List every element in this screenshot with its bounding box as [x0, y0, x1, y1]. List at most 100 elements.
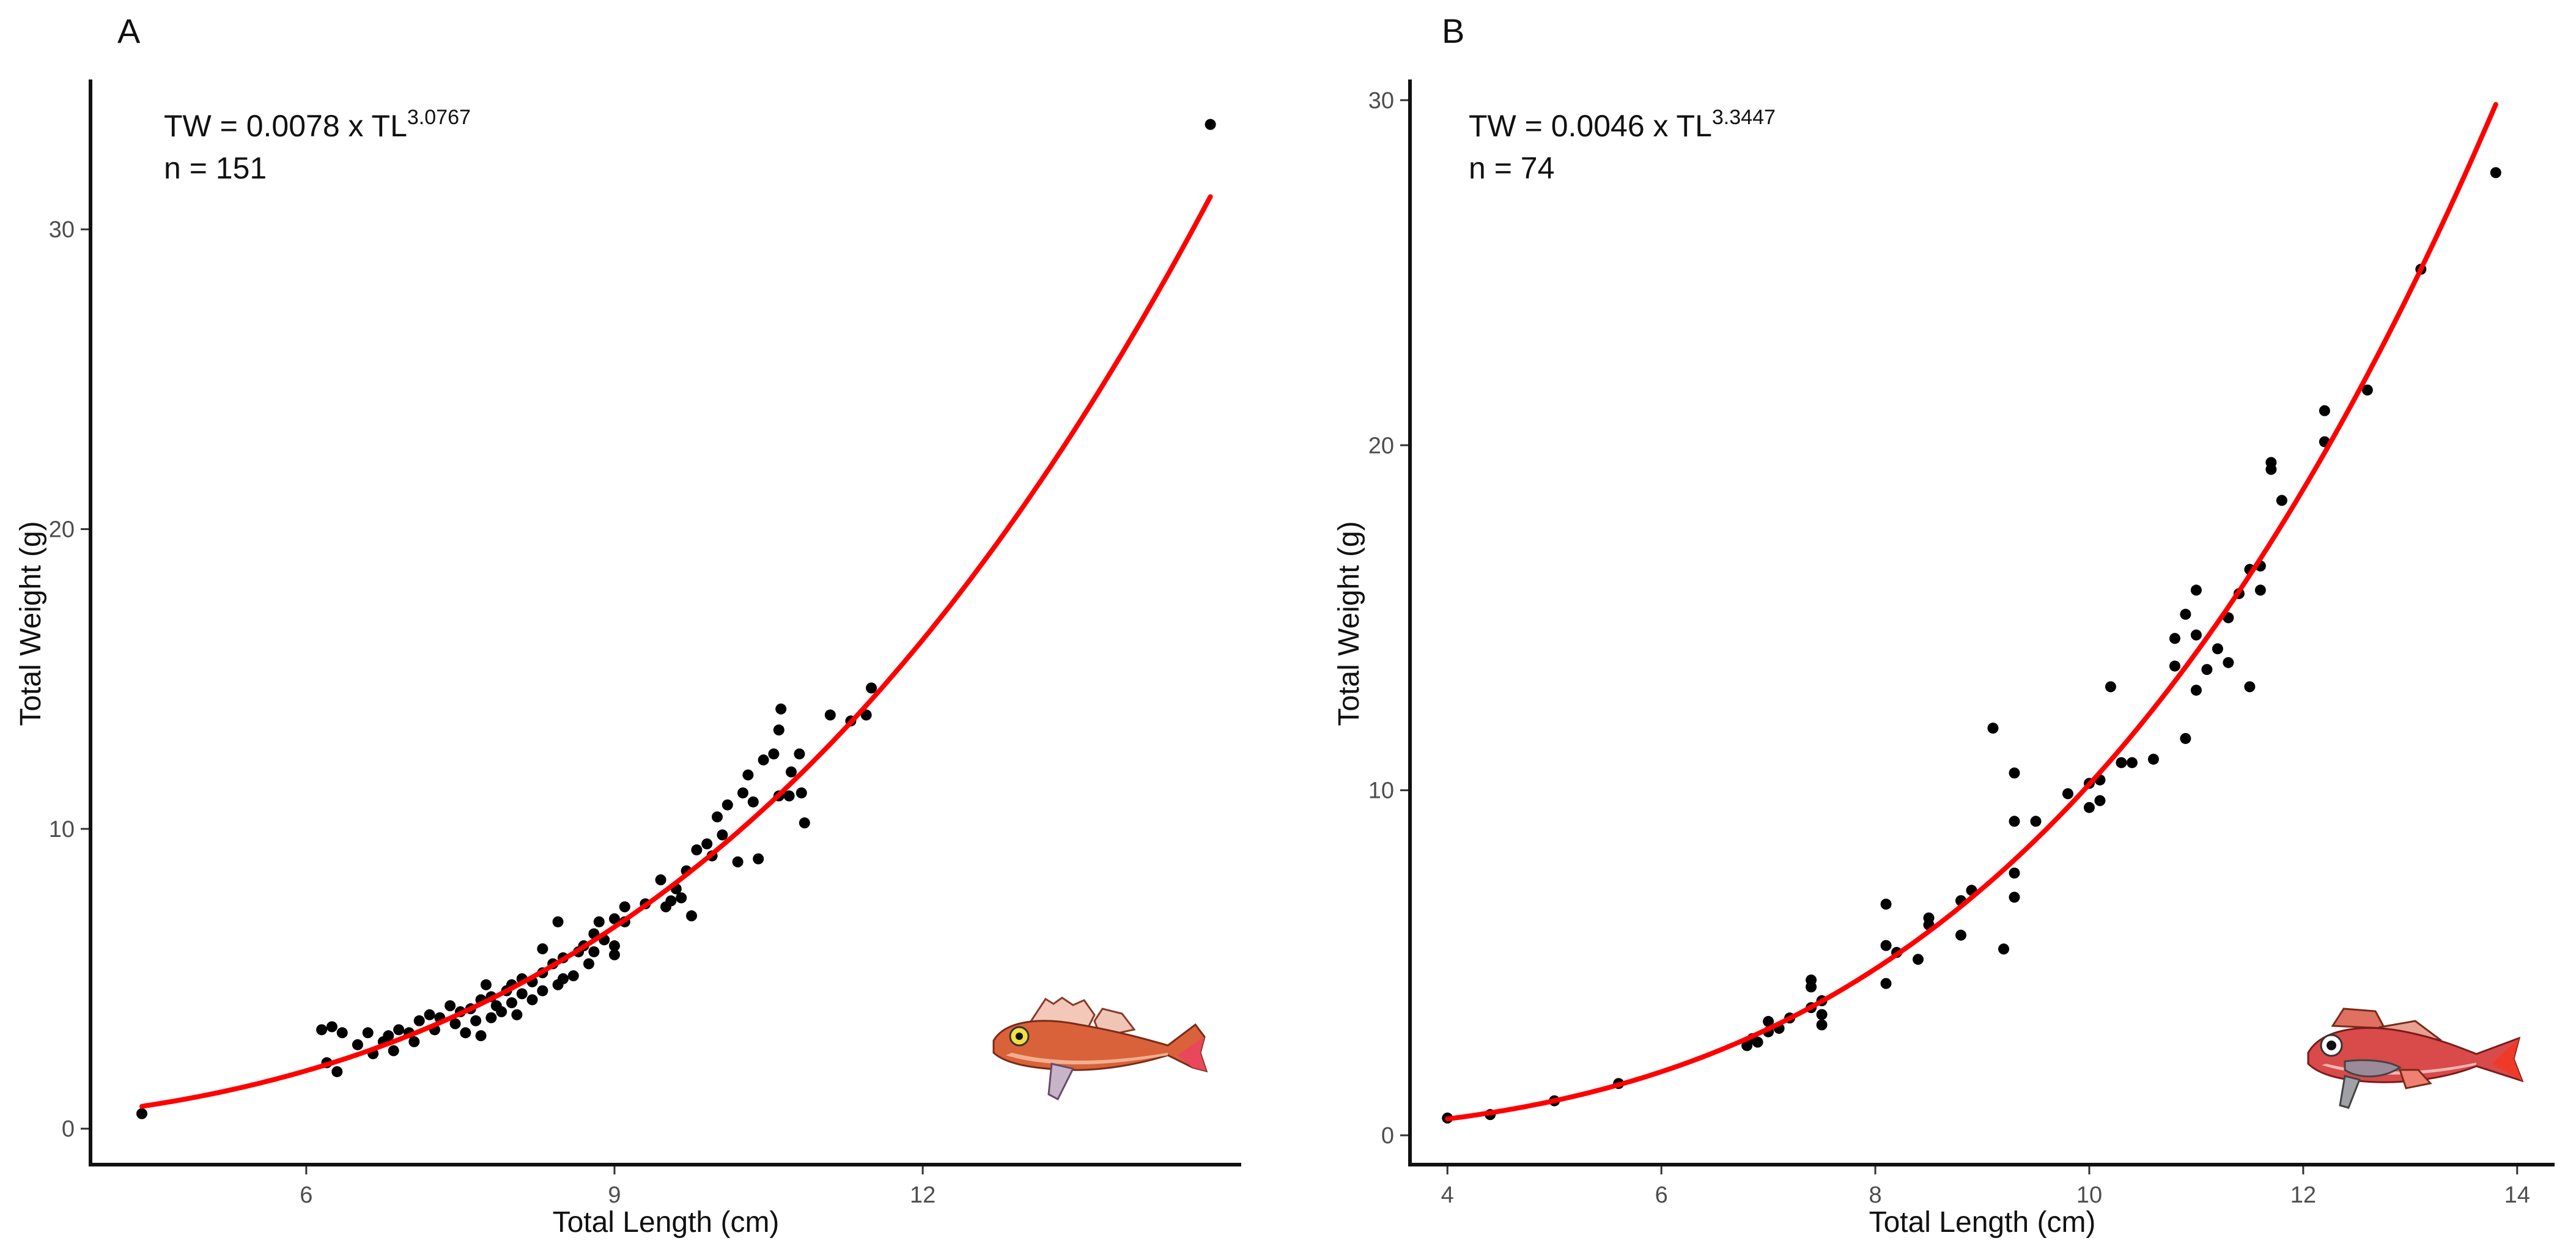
panel-b-equation: TW = 0.0046 x TL3.3447	[1469, 106, 1776, 143]
panel-b-y-tick-label: 30	[1368, 88, 1394, 114]
panel-a-data-point	[608, 913, 620, 924]
panel-b-data-point	[2030, 816, 2042, 827]
panel-b-x-tick-label: 14	[2504, 1182, 2530, 1208]
panel-b-y-tick-label: 20	[1368, 433, 1394, 459]
panel-a-data-point	[388, 1045, 399, 1056]
panel-b-data-point	[2190, 684, 2202, 696]
panel-a-data-point	[799, 817, 810, 829]
panel-b-equation-exponent: 3.3447	[1712, 106, 1776, 129]
panel-a-data-point	[593, 916, 605, 927]
panel-b-data-point	[1880, 940, 1892, 951]
panel-a-data-point	[136, 1108, 148, 1119]
panel-a-data-point	[516, 988, 528, 1000]
panel-a-x-tick-label: 6	[300, 1182, 312, 1208]
panel-a-data-point	[773, 724, 784, 736]
panel-a-y-tick-label: 0	[62, 1116, 75, 1142]
panel-b: B 4 6 8 10 12 14 0 10 20 30 Total Length (cm) Tot…	[1333, 12, 2555, 1239]
panel-b-tick-labels: 4 6 8 10 12 14 0 10 20 30	[1368, 88, 2530, 1208]
panel-b-data-point	[2083, 801, 2095, 813]
panel-a-data-point	[480, 979, 492, 990]
panel-b-data-point	[2126, 757, 2138, 768]
panel-b-data-point	[1752, 1036, 1763, 1048]
panel-a-data-point	[717, 829, 728, 841]
panel-a-y-tick-label: 20	[49, 517, 75, 542]
panel-a-data-point	[608, 949, 620, 960]
panel-b-data-point	[2201, 664, 2213, 676]
panel-a-data-point	[383, 1030, 394, 1042]
panel-b-data-point	[1816, 1009, 1828, 1020]
panel-b-x-axis-title: Total Length (cm)	[1869, 1206, 2096, 1239]
panel-a-y-tick-label: 10	[49, 817, 75, 842]
panel-a-data-point	[506, 997, 517, 1009]
panel-b-data-point	[1955, 929, 1967, 941]
panel-a-data-point	[775, 703, 787, 715]
panel-a-data-point	[537, 985, 548, 997]
panel-b-data-point	[1806, 975, 1817, 986]
panel-a-y-tick-label: 30	[49, 217, 75, 243]
panel-b-data-point	[2147, 753, 2159, 765]
panel-a-data-point	[732, 856, 744, 868]
panel-b-y-tick-label: 10	[1368, 778, 1394, 804]
panel-b-data-point	[2009, 767, 2020, 779]
panel-b-data-point	[2490, 167, 2501, 179]
panel-b-n-label: n = 74	[1469, 151, 1554, 185]
panel-a-data-point	[795, 787, 807, 798]
panel-a-data-point	[737, 787, 749, 798]
panel-a-data-point	[511, 1009, 523, 1020]
panel-a-data-point	[686, 910, 698, 922]
panel-a-data-point	[1205, 119, 1216, 130]
panel-b-data-point	[2094, 795, 2106, 806]
panel-b-data-point	[1987, 723, 1999, 734]
panel-a-data-point	[794, 748, 805, 760]
panel-a-data-point	[336, 1027, 348, 1039]
panel-a-data-point	[722, 799, 733, 811]
panel-a-data-point	[676, 892, 687, 904]
panel-b-data-point	[2009, 891, 2020, 903]
panel-a-data-point	[449, 1018, 461, 1030]
panel-a-data-point	[768, 748, 780, 760]
panel-a: A 6 9 12 0 10 20 30 Total Length (cm) Total We…	[15, 12, 1241, 1239]
panel-a-data-point	[557, 973, 569, 984]
panel-b-data-point	[2223, 657, 2234, 668]
panel-a-data-point	[362, 1027, 374, 1039]
panel-a-data-point	[783, 790, 795, 801]
panel-a-data-point	[786, 766, 797, 778]
panel-b-x-tick-label: 6	[1655, 1182, 1668, 1208]
panel-a-data-point	[655, 874, 666, 886]
panel-a-label: A	[117, 12, 141, 50]
panel-b-plot	[1442, 101, 2501, 1124]
panel-b-x-tick-label: 10	[2076, 1182, 2102, 1208]
panel-b-data-point	[2190, 629, 2202, 641]
panel-b-data-point	[2009, 816, 2020, 827]
panel-b-data-point	[1763, 1015, 1774, 1027]
panel-a-equation: TW = 0.0078 x TL3.0767	[164, 106, 471, 143]
panel-a-data-point	[860, 709, 872, 721]
panel-b-y-axis-title: Total Weight (g)	[1333, 521, 1365, 726]
panel-a-data-point	[413, 1015, 425, 1026]
panel-a-data-point	[701, 838, 713, 850]
panel-a-n-label: n = 151	[164, 151, 267, 185]
panel-a-equation-prefix: TW = 0.0078 x TL	[164, 109, 407, 143]
panel-a-data-point	[742, 769, 754, 781]
panel-a-data-point	[583, 958, 594, 970]
panel-b-equation-prefix: TW = 0.0046 x TL	[1469, 109, 1712, 143]
panel-b-data-point	[1880, 898, 1892, 910]
panel-a-data-point	[758, 754, 769, 766]
panel-b-data-point	[2190, 584, 2202, 596]
panel-a-fit-curve	[139, 194, 1213, 1109]
panel-a-data-point	[393, 1024, 405, 1036]
panel-a-data-point	[866, 682, 877, 694]
panel-a-data-point	[424, 1009, 435, 1020]
panel-b-data-point	[1816, 1019, 1828, 1031]
panel-b-data-point	[2244, 681, 2256, 693]
panel-a-tick-labels: 6 9 12 0 10 20 30	[49, 217, 936, 1208]
panel-b-data-point	[2169, 660, 2180, 672]
panel-a-data-point	[485, 1012, 497, 1023]
panel-b-data-point	[2276, 495, 2287, 506]
panel-b-label: B	[1442, 12, 1464, 50]
panel-a-x-tick-label: 9	[608, 1182, 621, 1208]
panel-b-data-point	[1998, 943, 2009, 955]
panel-b-data-point	[1880, 978, 1892, 989]
panel-b-data-point	[2180, 608, 2191, 620]
